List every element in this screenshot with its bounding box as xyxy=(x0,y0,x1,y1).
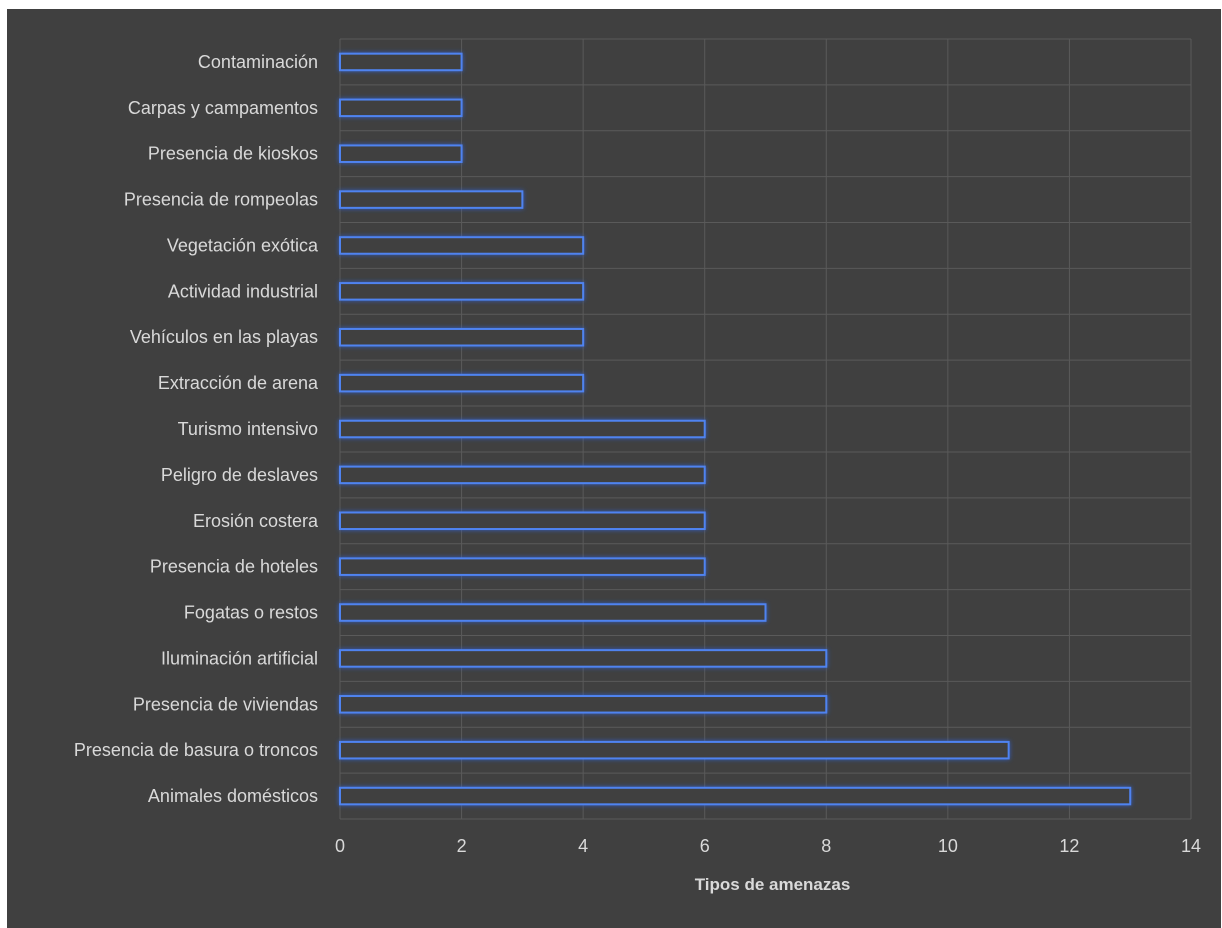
category-label: Actividad industrial xyxy=(168,281,318,301)
bar xyxy=(339,144,463,163)
bar xyxy=(339,603,767,622)
category-label: Fogatas o restos xyxy=(184,603,318,623)
category-label: Erosión costera xyxy=(193,511,319,531)
bar xyxy=(339,557,706,576)
x-tick-label: 8 xyxy=(821,836,831,856)
x-tick-label: 14 xyxy=(1181,836,1201,856)
category-label: Peligro de deslaves xyxy=(161,465,318,485)
category-label: Presencia de basura o troncos xyxy=(74,740,318,760)
bar-chart: Contaminación Carpas y campamentos Presenc… xyxy=(74,38,1201,894)
bar xyxy=(339,419,706,439)
bars xyxy=(339,52,1132,806)
bar xyxy=(339,740,1010,760)
bar xyxy=(339,786,1132,806)
category-label: Presencia de viviendas xyxy=(133,694,318,714)
category-label: Turismo intensivo xyxy=(178,419,318,439)
category-labels: Contaminación Carpas y campamentos Presenc… xyxy=(74,52,319,806)
bar xyxy=(339,511,706,531)
x-axis-title: Tipos de amenazas xyxy=(695,875,851,894)
category-label: Carpas y campamentos xyxy=(128,98,318,118)
bar xyxy=(339,282,585,301)
x-tick-label: 12 xyxy=(1059,836,1079,856)
bar xyxy=(339,465,706,485)
x-tick-label: 10 xyxy=(938,836,958,856)
chart-area: Contaminación Carpas y campamentos Presenc… xyxy=(7,9,1221,928)
category-label: Contaminación xyxy=(198,52,318,72)
category-label: Vegetación exótica xyxy=(167,235,319,255)
bar xyxy=(339,373,585,393)
gridlines xyxy=(339,38,1192,820)
x-tick-label: 6 xyxy=(700,836,710,856)
x-tick-label: 4 xyxy=(578,836,588,856)
category-label: Presencia de hoteles xyxy=(150,557,318,577)
bar xyxy=(339,327,585,347)
category-label: Vehículos en las playas xyxy=(130,327,318,347)
x-tick-label: 2 xyxy=(457,836,467,856)
bar xyxy=(339,190,524,209)
category-label: Extracción de arena xyxy=(158,373,319,393)
x-tick-label: 0 xyxy=(335,836,345,856)
category-label: Animales domésticos xyxy=(148,786,318,806)
bar xyxy=(339,52,463,72)
bar xyxy=(339,236,585,255)
category-label: Iluminación artificial xyxy=(161,648,318,668)
category-label: Presencia de rompeolas xyxy=(124,190,318,210)
bar xyxy=(339,695,828,714)
category-label: Presencia de kioskos xyxy=(148,144,318,164)
bar xyxy=(339,649,828,668)
x-tick-labels: 0 2 4 6 8 10 12 14 xyxy=(335,836,1201,856)
bar xyxy=(339,98,463,118)
